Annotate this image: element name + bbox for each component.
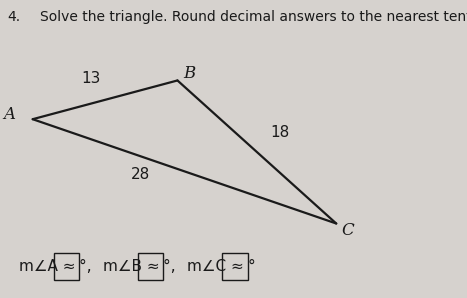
Text: B: B	[183, 64, 195, 82]
Text: °,: °,	[79, 259, 102, 274]
Text: m∠A ≈: m∠A ≈	[19, 259, 80, 274]
Bar	[54, 253, 79, 280]
Text: A: A	[3, 106, 15, 123]
Text: m∠C ≈: m∠C ≈	[187, 259, 248, 274]
Bar	[138, 253, 163, 280]
Text: °,: °,	[163, 259, 186, 274]
Text: 18: 18	[270, 125, 290, 140]
Text: 4.: 4.	[7, 10, 20, 24]
Bar	[222, 253, 248, 280]
Text: C: C	[341, 222, 354, 240]
Text: 13: 13	[81, 72, 101, 86]
Text: Solve the triangle. Round decimal answers to the nearest tenth.: Solve the triangle. Round decimal answer…	[40, 10, 467, 24]
Text: °: °	[248, 259, 255, 274]
Text: m∠B ≈: m∠B ≈	[103, 259, 164, 274]
Text: 28: 28	[130, 167, 150, 182]
